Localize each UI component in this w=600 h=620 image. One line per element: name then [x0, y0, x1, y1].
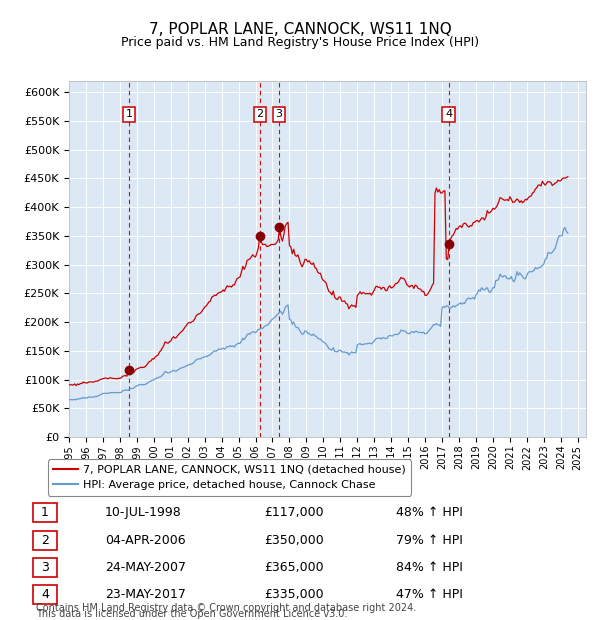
- Text: This data is licensed under the Open Government Licence v3.0.: This data is licensed under the Open Gov…: [36, 609, 347, 619]
- FancyBboxPatch shape: [33, 531, 57, 549]
- Text: 7, POPLAR LANE, CANNOCK, WS11 1NQ: 7, POPLAR LANE, CANNOCK, WS11 1NQ: [149, 22, 451, 37]
- Text: Contains HM Land Registry data © Crown copyright and database right 2024.: Contains HM Land Registry data © Crown c…: [36, 603, 416, 613]
- FancyBboxPatch shape: [33, 585, 57, 604]
- Legend: 7, POPLAR LANE, CANNOCK, WS11 1NQ (detached house), HPI: Average price, detached: 7, POPLAR LANE, CANNOCK, WS11 1NQ (detac…: [47, 459, 412, 495]
- Text: 79% ↑ HPI: 79% ↑ HPI: [396, 534, 463, 546]
- Text: 4: 4: [41, 588, 49, 601]
- Text: 24-MAY-2007: 24-MAY-2007: [105, 561, 186, 574]
- Text: Price paid vs. HM Land Registry's House Price Index (HPI): Price paid vs. HM Land Registry's House …: [121, 36, 479, 49]
- Text: 1: 1: [125, 110, 133, 120]
- Text: 4: 4: [445, 110, 452, 120]
- Text: 3: 3: [275, 110, 283, 120]
- Text: 84% ↑ HPI: 84% ↑ HPI: [396, 561, 463, 574]
- FancyBboxPatch shape: [33, 503, 57, 522]
- Text: £335,000: £335,000: [264, 588, 323, 601]
- Text: 2: 2: [41, 534, 49, 546]
- Text: £117,000: £117,000: [264, 507, 323, 519]
- Text: 10-JUL-1998: 10-JUL-1998: [105, 507, 182, 519]
- Text: £350,000: £350,000: [264, 534, 324, 546]
- FancyBboxPatch shape: [33, 558, 57, 577]
- Text: 04-APR-2006: 04-APR-2006: [105, 534, 185, 546]
- Text: 47% ↑ HPI: 47% ↑ HPI: [396, 588, 463, 601]
- Text: 23-MAY-2017: 23-MAY-2017: [105, 588, 186, 601]
- Text: 48% ↑ HPI: 48% ↑ HPI: [396, 507, 463, 519]
- Text: 2: 2: [256, 110, 263, 120]
- Text: 3: 3: [41, 561, 49, 574]
- Text: 1: 1: [41, 507, 49, 519]
- Text: £365,000: £365,000: [264, 561, 323, 574]
